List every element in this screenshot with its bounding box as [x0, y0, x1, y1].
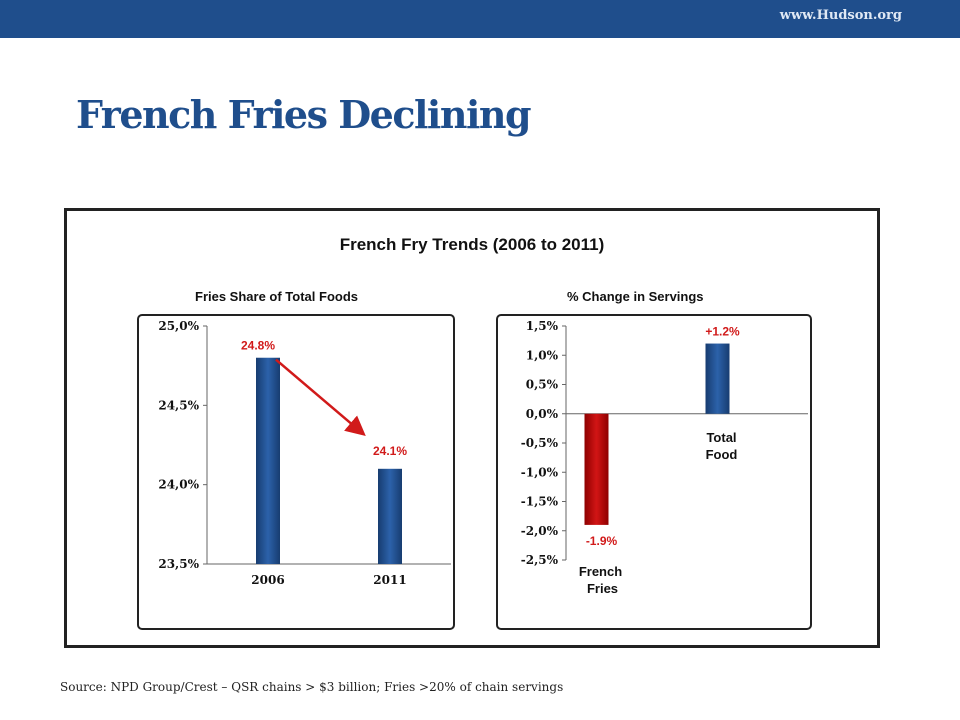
y-tick-label: -2,0% [521, 524, 559, 538]
y-tick-label: 0,0% [526, 407, 559, 421]
y-tick-label: -1,0% [521, 465, 559, 479]
chart-frame: French Fry Trends (2006 to 2011) Fries S… [64, 208, 880, 648]
bar-2006 [256, 357, 280, 564]
x-category-label: Food [706, 447, 738, 462]
right-chart-svg: 1,5% 1,0% 0,5% 0,0% -0,5% -1,0% -1,5% -2,0% -2,5… [521, 319, 808, 596]
decline-arrow [275, 358, 366, 437]
data-label: -1.9% [586, 534, 618, 548]
left-chart-svg: 25,0% 24,5% 24,0% 23,5% 2006 24.8% 2011 24.1% [158, 319, 451, 587]
y-tick-label: -1,5% [521, 495, 559, 509]
y-tick-label: 24,5% [158, 398, 199, 412]
x-category-label: French [579, 564, 622, 579]
y-tick-label: -2,5% [521, 553, 559, 567]
source-note: Source: NPD Group/Crest – QSR chains > $… [60, 680, 564, 694]
site-url[interactable]: www.Hudson.org [779, 8, 902, 23]
x-category-label: Fries [587, 581, 618, 596]
data-label: 24.8% [241, 339, 275, 353]
bar-total-food [705, 343, 730, 414]
chart-title: French Fry Trends (2006 to 2011) [339, 235, 605, 254]
y-tick-label: 23,5% [158, 557, 199, 571]
right-chart-panel: 1,5% 1,0% 0,5% 0,0% -0,5% -1,0% -1,5% -2,0% -2,5… [496, 314, 812, 630]
x-tick-label: 2011 [373, 573, 406, 587]
data-label: +1.2% [705, 325, 740, 339]
y-tick-label: 24,0% [158, 478, 199, 492]
left-chart-panel: 25,0% 24,5% 24,0% 23,5% 2006 24.8% 2011 24.1% [137, 314, 455, 630]
y-tick-label: 25,0% [158, 319, 199, 333]
y-tick-label: 1,0% [526, 348, 559, 362]
header-bar: www.Hudson.org [0, 0, 960, 38]
bar-2011 [378, 468, 402, 564]
right-panel-title: % Change in Servings [567, 289, 704, 304]
bar-french-fries [584, 413, 609, 525]
x-category-label: Total [706, 430, 736, 445]
slide-title: French Fries Declining [76, 92, 532, 137]
y-tick-label: 1,5% [526, 319, 559, 333]
y-tick-label: 0,5% [526, 378, 559, 392]
data-label: 24.1% [373, 444, 407, 458]
x-tick-label: 2006 [251, 573, 284, 587]
y-tick-label: -0,5% [521, 436, 559, 450]
left-panel-title: Fries Share of Total Foods [195, 289, 359, 304]
